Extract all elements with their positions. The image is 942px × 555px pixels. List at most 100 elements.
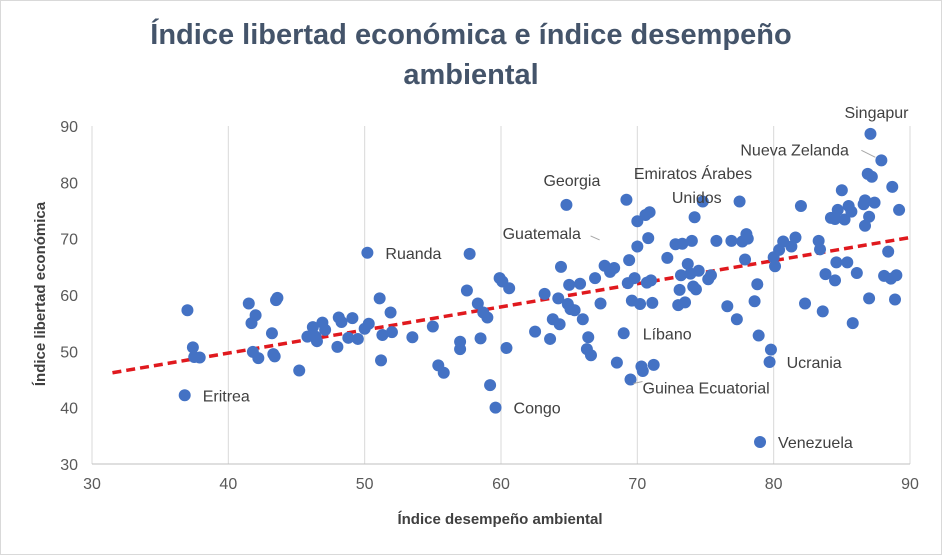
data-point-85 bbox=[631, 240, 644, 253]
data-point-49 bbox=[489, 401, 502, 414]
y-tick-label-40: 40 bbox=[60, 401, 78, 418]
data-point-157 bbox=[863, 292, 876, 305]
data-point-35 bbox=[385, 326, 398, 339]
data-point-137 bbox=[814, 243, 827, 256]
data-point-9 bbox=[252, 352, 265, 365]
data-point-153 bbox=[859, 219, 872, 232]
data-point-100 bbox=[674, 269, 687, 282]
annotation-ucrania: Ucrania bbox=[787, 355, 842, 372]
data-point-92 bbox=[643, 206, 656, 219]
data-point-24 bbox=[335, 316, 348, 329]
data-point-1 bbox=[181, 304, 194, 317]
y-tick-label-50: 50 bbox=[60, 344, 78, 361]
data-point-47 bbox=[481, 311, 494, 324]
data-point-88 bbox=[636, 365, 649, 378]
annotation-guatemala: Guatemala bbox=[503, 226, 581, 243]
data-point-124 bbox=[752, 329, 765, 342]
data-point-129 bbox=[769, 260, 782, 273]
data-point-109 bbox=[692, 264, 705, 277]
data-point-5 bbox=[242, 297, 255, 310]
data-point-26 bbox=[346, 312, 359, 325]
y-tick-label-80: 80 bbox=[60, 175, 78, 192]
data-point-116 bbox=[730, 313, 743, 326]
annotation-nueva-zelanda: Nueva Zelanda bbox=[740, 142, 849, 159]
data-point-37 bbox=[426, 320, 439, 333]
data-point-86 bbox=[634, 298, 647, 311]
data-point-84 bbox=[631, 215, 644, 228]
data-point-44 bbox=[471, 297, 484, 310]
data-point-115 bbox=[725, 234, 738, 247]
data-point-143 bbox=[830, 256, 843, 269]
data-point-146 bbox=[838, 213, 851, 226]
chart-title-line-1: Índice libertad económica e índice desem… bbox=[150, 19, 792, 51]
data-point-156 bbox=[863, 210, 876, 223]
data-point-113 bbox=[710, 234, 723, 247]
data-point-160 bbox=[868, 196, 881, 209]
data-point-48 bbox=[484, 379, 497, 392]
data-point-149 bbox=[845, 205, 858, 218]
y-tick-label-70: 70 bbox=[60, 232, 78, 249]
data-point-2 bbox=[186, 341, 199, 354]
data-point-67 bbox=[576, 313, 589, 326]
chart-title: Índice libertad económica e índice desem… bbox=[1, 15, 941, 95]
data-point-69 bbox=[582, 331, 595, 344]
tick-labels: 30 40 50 60 70 80 90 30 40 50 60 70 80 90 bbox=[60, 119, 919, 493]
x-tick-label-40: 40 bbox=[219, 476, 237, 493]
x-tick-label-70: 70 bbox=[628, 476, 646, 493]
data-point-63 bbox=[563, 278, 576, 291]
data-point-95 bbox=[647, 358, 660, 371]
data-point-12 bbox=[268, 350, 281, 363]
data-point-15 bbox=[293, 364, 306, 377]
annotations: Singapur Nueva Zelanda Emiratos Árabes Unid… bbox=[203, 105, 909, 452]
x-tick-label-30: 30 bbox=[83, 476, 101, 493]
leader-nueva-zelanda bbox=[861, 149, 876, 158]
annotation-ruanda: Ruanda bbox=[385, 246, 441, 263]
data-point-117 bbox=[733, 195, 746, 208]
data-point-139 bbox=[819, 268, 832, 281]
data-point-125 bbox=[754, 436, 767, 449]
data-point-72 bbox=[594, 297, 607, 310]
data-point-145 bbox=[835, 184, 848, 197]
data-point-41 bbox=[454, 335, 467, 348]
data-point-101 bbox=[676, 237, 689, 250]
data-point-53 bbox=[503, 282, 516, 295]
data-point-10 bbox=[265, 327, 278, 340]
data-point-105 bbox=[685, 234, 698, 247]
y-axis-title: Índice libertad económica bbox=[32, 201, 49, 386]
data-point-167 bbox=[890, 269, 903, 282]
gridlines bbox=[91, 126, 911, 465]
data-point-122 bbox=[748, 295, 761, 308]
data-point-43 bbox=[463, 247, 476, 260]
leader-guatemala bbox=[590, 235, 600, 241]
x-axis-title: Índice desempeño ambiental bbox=[397, 511, 602, 528]
data-point-36 bbox=[406, 331, 419, 344]
data-point-138 bbox=[816, 305, 829, 318]
data-point-21 bbox=[319, 323, 332, 336]
data-point-30 bbox=[362, 317, 375, 330]
x-tick-label-80: 80 bbox=[765, 476, 783, 493]
data-point-159 bbox=[865, 170, 878, 183]
data-point-22 bbox=[331, 340, 344, 353]
data-point-65 bbox=[568, 304, 581, 317]
data-point-19 bbox=[310, 335, 323, 348]
data-point-96 bbox=[661, 251, 674, 264]
data-point-33 bbox=[376, 328, 389, 341]
data-point-58 bbox=[552, 292, 565, 305]
x-tick-label-50: 50 bbox=[356, 476, 374, 493]
y-tick-label-60: 60 bbox=[60, 288, 78, 305]
data-point-34 bbox=[384, 306, 397, 319]
data-point-25 bbox=[342, 331, 355, 344]
data-point-161 bbox=[875, 154, 888, 167]
data-point-42 bbox=[460, 284, 473, 297]
data-point-56 bbox=[544, 332, 557, 345]
data-point-108 bbox=[689, 283, 702, 296]
data-point-59 bbox=[553, 318, 566, 331]
data-point-158 bbox=[864, 127, 877, 140]
data-point-66 bbox=[574, 277, 587, 290]
annotation-leaders bbox=[590, 149, 876, 384]
data-point-93 bbox=[644, 274, 657, 287]
trendline bbox=[112, 235, 911, 375]
data-point-165 bbox=[886, 180, 899, 193]
